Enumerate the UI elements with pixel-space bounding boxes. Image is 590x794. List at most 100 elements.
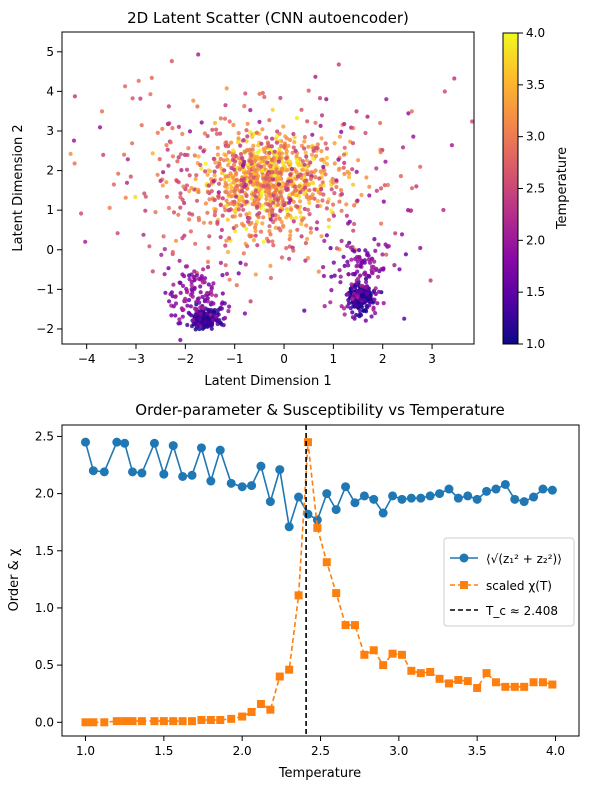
scatter-point (323, 172, 328, 177)
scatter-point (198, 162, 203, 168)
scatter-point (278, 208, 283, 213)
scatter-point (358, 273, 363, 278)
legend-chi-label: scaled χ(T) (486, 579, 552, 593)
scatter-point (320, 180, 325, 185)
scatter-plot-frame (61, 31, 475, 345)
scatter-point (211, 156, 216, 161)
scatter-point (178, 205, 183, 210)
scatter-point (281, 223, 286, 228)
scatter-point (326, 217, 331, 222)
scatter-point (449, 143, 454, 148)
scatter-x-tick-label: 2 (379, 352, 387, 366)
scatter-point (342, 171, 347, 177)
scatter-point (346, 175, 352, 180)
scatter-point (257, 91, 262, 96)
scatter-point (303, 258, 308, 263)
scatter-point (241, 207, 246, 212)
scatter-point (250, 182, 256, 187)
scatter-point (250, 202, 255, 207)
scatter-point (212, 120, 218, 126)
scatter-point (289, 207, 294, 212)
scatter-point (207, 183, 212, 188)
scatter-point (68, 151, 73, 156)
scatter-point (212, 213, 217, 218)
scatter-point (215, 164, 220, 169)
scatter-point (345, 169, 350, 174)
scatter-point (187, 173, 192, 178)
scatter-point (336, 62, 341, 67)
scatter-point (223, 263, 228, 268)
scatter-point (160, 183, 165, 188)
scatter-point (334, 184, 339, 190)
scatter-point (270, 107, 275, 112)
scatter-point (381, 199, 386, 204)
scatter-point (169, 59, 174, 64)
susceptibility-point (188, 717, 197, 726)
scatter-point (206, 168, 211, 173)
scatter-point (307, 200, 312, 206)
scatter-point (265, 160, 270, 165)
scatter-point (173, 313, 178, 318)
scatter-point (352, 249, 357, 254)
scatter-point (339, 129, 344, 134)
order-parameter-point (256, 461, 266, 471)
scatter-point (245, 121, 250, 126)
scatter-point (232, 188, 237, 193)
scatter-point (216, 190, 221, 195)
scatter-point (256, 197, 261, 202)
scatter-point (189, 283, 194, 288)
scatter-point (319, 234, 324, 239)
scatter-point (261, 176, 266, 181)
scatter-point (245, 162, 251, 167)
scatter-point (255, 177, 260, 182)
scatter-point (363, 276, 369, 281)
scatter-point (302, 308, 307, 313)
susceptibility-point (360, 650, 369, 659)
scatter-point (271, 200, 276, 205)
scatter-point (373, 311, 378, 316)
scatter-point (170, 249, 175, 255)
scatter-point (305, 256, 311, 261)
scatter-point (249, 159, 254, 164)
scatter-point (324, 206, 329, 211)
scatter-point (373, 286, 378, 291)
scatter-point (72, 94, 77, 99)
scatter-point (205, 189, 210, 195)
scatter-point (223, 243, 228, 248)
scatter-point (196, 154, 201, 159)
scatter-point (240, 221, 245, 226)
scatter-point (209, 189, 214, 194)
scatter-point (253, 233, 258, 238)
scatter-point (315, 146, 320, 151)
scatter-point (223, 208, 228, 213)
scatter-point (266, 141, 271, 146)
scatter-point (229, 165, 234, 171)
scatter-point (352, 221, 357, 227)
scatter-point (369, 314, 374, 319)
scatter-point (287, 200, 292, 205)
scatter-point (294, 154, 299, 159)
scatter-point (220, 273, 225, 278)
scatter-point (367, 303, 372, 308)
scatter-point (205, 259, 211, 264)
scatter-point (173, 294, 178, 299)
scatter-point (268, 198, 273, 203)
scatter-point (261, 215, 266, 220)
scatter-point (180, 283, 186, 288)
scatter-point (400, 145, 406, 150)
scatter-point (198, 145, 203, 150)
scatter-point (213, 160, 218, 165)
scatter-point (348, 245, 353, 250)
susceptibility-point (303, 438, 312, 447)
scatter-point (282, 203, 287, 208)
susceptibility-point (238, 712, 247, 721)
scatter-point (253, 194, 258, 199)
order-parameter-point (500, 479, 510, 489)
scatter-point (319, 136, 324, 141)
scatter-point (406, 111, 411, 116)
scatter-point (187, 129, 193, 134)
scatter-point (282, 144, 287, 149)
scatter-point (270, 239, 275, 244)
scatter-point (266, 239, 271, 244)
scatter-point (267, 185, 272, 190)
